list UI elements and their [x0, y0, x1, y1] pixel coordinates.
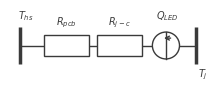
Text: $R_{pcb}$: $R_{pcb}$ — [56, 16, 76, 30]
Ellipse shape — [152, 32, 179, 59]
Text: $T_{hs}$: $T_{hs}$ — [18, 9, 33, 23]
Bar — [44, 35, 89, 56]
Bar — [97, 35, 142, 56]
Text: $T_{j}$: $T_{j}$ — [198, 68, 208, 82]
Text: $Q_{LED}$: $Q_{LED}$ — [156, 9, 179, 23]
Text: $R_{j-c}$: $R_{j-c}$ — [108, 16, 131, 30]
